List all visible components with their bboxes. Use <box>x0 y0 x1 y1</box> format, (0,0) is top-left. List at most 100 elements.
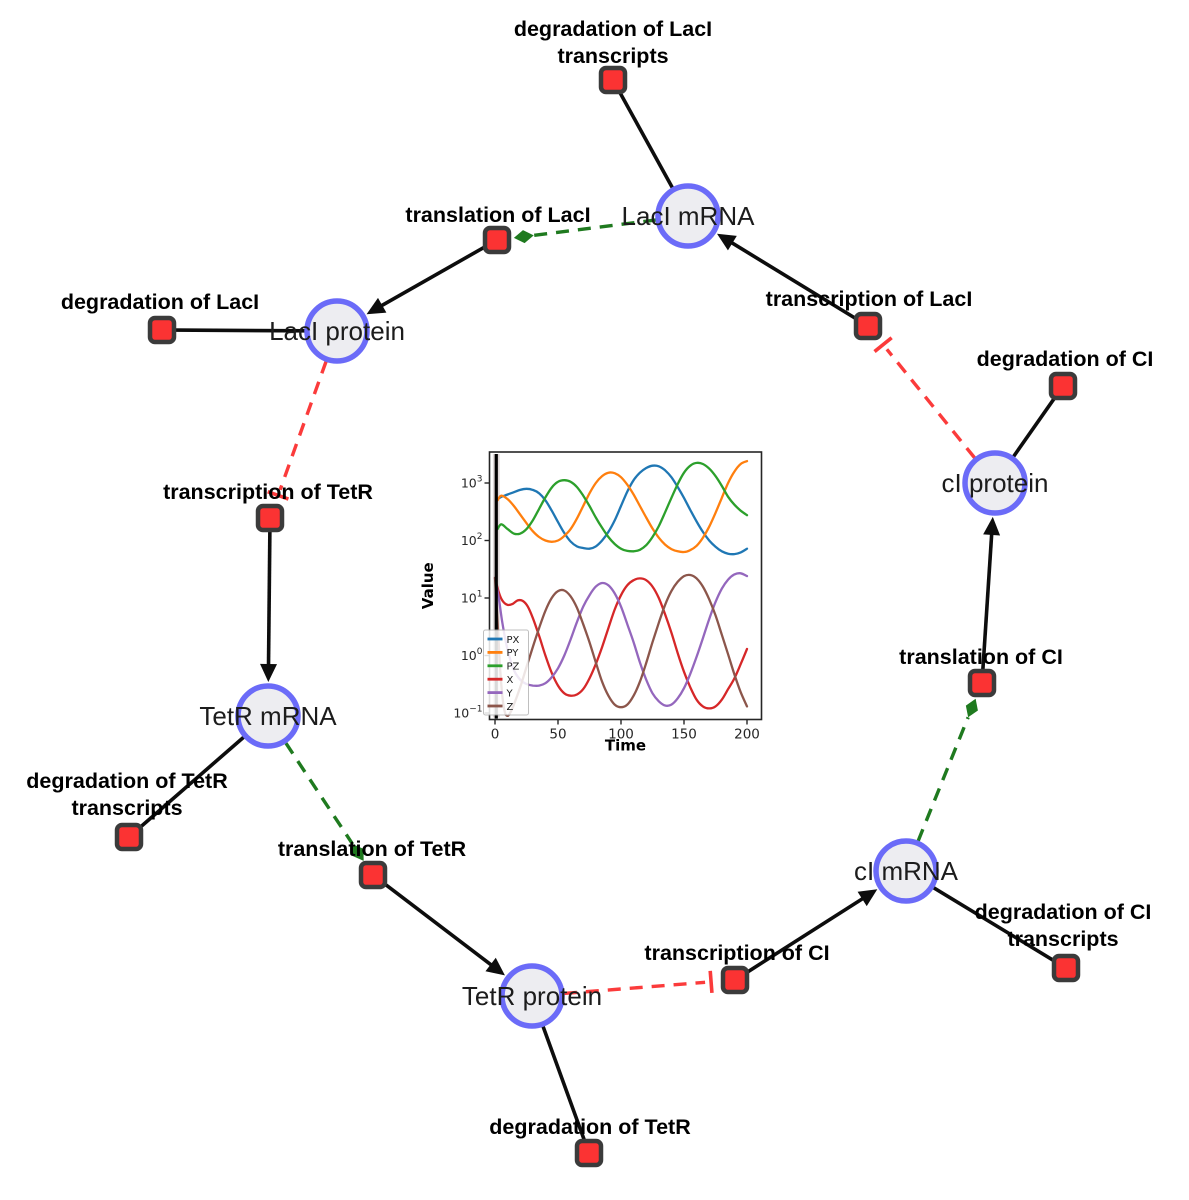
arrowhead-icon <box>366 297 387 315</box>
edge-production-translation-laci-to-laci-protein <box>366 244 488 315</box>
legend-label-z: Z <box>507 702 514 713</box>
diamond-arrowhead-icon <box>352 844 364 861</box>
plot-spines <box>488 451 763 721</box>
species-node-laci-mrna[interactable]: LacI mRNA <box>622 183 756 249</box>
series-y <box>493 572 749 707</box>
y-tick-label: 102 <box>461 532 483 548</box>
edge-line <box>173 328 307 333</box>
reaction-node-translation-ci[interactable]: translation of CI <box>899 645 1063 698</box>
edge-line <box>540 1024 587 1143</box>
edge-line <box>563 980 706 996</box>
edge-line <box>278 360 328 491</box>
edge-line <box>381 880 494 968</box>
reaction-square[interactable] <box>598 65 628 95</box>
species-label: LacI protein <box>269 316 405 346</box>
edge-consumption-laci-mrna-to-deg-laci-transcripts <box>617 89 675 190</box>
edge-line <box>266 529 272 667</box>
x-tick-label: 50 <box>549 727 566 743</box>
inset-plot: 0 50 100 150 20010310210110010−1TimeValuePXP… <box>419 451 763 755</box>
reaction-square[interactable] <box>147 315 177 345</box>
species-circle[interactable] <box>499 963 565 1029</box>
edge-line <box>379 244 488 308</box>
reaction-node-transcription-laci[interactable]: transcription of LacI <box>766 287 973 341</box>
reaction-square[interactable] <box>482 225 512 255</box>
species-node-tetr-mrna[interactable]: TetR mRNA <box>199 683 337 749</box>
reaction-node-transcription-tetr[interactable]: transcription of TetR <box>163 480 373 533</box>
y-tick-label: 100 <box>461 647 483 663</box>
reaction-node-translation-tetr[interactable]: translation of TetR <box>278 837 467 890</box>
reaction-node-translation-laci[interactable]: translation of LacI <box>405 203 591 255</box>
species-node-tetr-protein[interactable]: TetR protein <box>462 963 602 1029</box>
series-pz <box>496 461 749 553</box>
reaction-label: degradation of CI <box>977 347 1154 371</box>
edge-inhibition-laci-protein-to-transcription-tetr <box>267 360 328 501</box>
reaction-label: degradation of TetR <box>26 769 228 793</box>
reaction-node-transcription-ci[interactable]: transcription of CI <box>644 941 830 995</box>
edge-consumption-laci-protein-to-deg-laci <box>173 328 307 333</box>
edge-layer <box>136 89 1058 1143</box>
species-label: TetR mRNA <box>199 701 337 731</box>
legend-label-px: PX <box>507 635 520 646</box>
species-node-ci-mrna[interactable]: cI mRNA <box>854 838 959 904</box>
reaction-square[interactable] <box>853 311 883 341</box>
reaction-label: translation of LacI <box>405 203 590 227</box>
edge-production-transcription-ci-to-ci-mrna <box>744 889 878 976</box>
edge-line <box>729 240 859 322</box>
legend-label-py: PY <box>507 648 520 659</box>
edge-line <box>980 532 994 672</box>
species-circle[interactable] <box>655 183 721 249</box>
reaction-square[interactable] <box>967 668 997 698</box>
arrowhead-icon <box>857 889 878 907</box>
species-node-ci-protein[interactable]: cI protein <box>942 450 1049 516</box>
reaction-node-deg-laci[interactable]: degradation of LacI <box>61 290 259 345</box>
x-tick-label: 150 <box>671 727 697 743</box>
species-label: cI protein <box>942 468 1049 498</box>
reaction-node-deg-tetr-transcripts[interactable]: degradation of TetR transcripts <box>26 769 228 852</box>
edge-modifier-ci-mrna-to-translation-ci <box>916 698 978 842</box>
edge-inhibition-tetr-protein-to-transcription-ci <box>563 970 714 996</box>
reaction-square[interactable] <box>114 822 144 852</box>
edge-production-translation-tetr-to-tetr-protein <box>381 880 505 976</box>
edge-modifier-laci-mrna-to-translation-laci <box>513 218 657 244</box>
reaction-node-deg-ci-transcripts[interactable]: degradation of CI transcripts <box>975 900 1152 983</box>
edge-consumption-tetr-protein-to-deg-tetr <box>540 1024 587 1143</box>
arrowhead-icon <box>260 663 278 683</box>
species-circle[interactable] <box>962 450 1028 516</box>
tbar-inhibition-icon <box>708 970 714 993</box>
edge-line <box>744 896 865 976</box>
legend-label-x: X <box>507 675 514 686</box>
reaction-label: transcription of LacI <box>766 287 973 311</box>
series-py <box>496 459 749 554</box>
reaction-node-deg-tetr[interactable]: degradation of TetR <box>489 1115 691 1168</box>
reaction-node-deg-laci-transcripts[interactable]: degradation of LacI transcripts <box>514 17 712 95</box>
diamond-arrowhead-icon <box>513 230 534 244</box>
y-tick-label: 103 <box>461 475 483 491</box>
reaction-square[interactable] <box>1051 953 1081 983</box>
reaction-label: translation of CI <box>899 645 1063 669</box>
reaction-label: degradation of LacI <box>61 290 259 314</box>
edge-line <box>916 716 970 842</box>
species-circle[interactable] <box>235 683 301 749</box>
y-tick-label: 10−1 <box>453 705 482 721</box>
species-circle[interactable] <box>873 838 939 904</box>
species-label: TetR protein <box>462 981 602 1011</box>
species-circle[interactable] <box>304 298 370 364</box>
reaction-square[interactable] <box>720 965 750 995</box>
reaction-square[interactable] <box>255 503 285 533</box>
reaction-square[interactable] <box>1048 371 1078 401</box>
y-tick-label: 101 <box>461 590 483 606</box>
x-tick-label: 100 <box>608 727 634 743</box>
edge-production-translation-ci-to-ci-protein <box>980 516 1001 672</box>
reaction-node-deg-ci[interactable]: degradation of CI <box>977 347 1154 401</box>
tbar-inhibition-icon <box>873 336 893 353</box>
legend-label-pz: PZ <box>507 662 520 673</box>
reaction-square[interactable] <box>358 860 388 890</box>
edge-line <box>885 348 977 460</box>
series-x <box>493 576 749 710</box>
reaction-label: transcripts <box>71 796 182 820</box>
reaction-square[interactable] <box>574 1138 604 1168</box>
species-node-laci-protein[interactable]: LacI protein <box>269 298 405 364</box>
edge-line <box>136 734 246 831</box>
